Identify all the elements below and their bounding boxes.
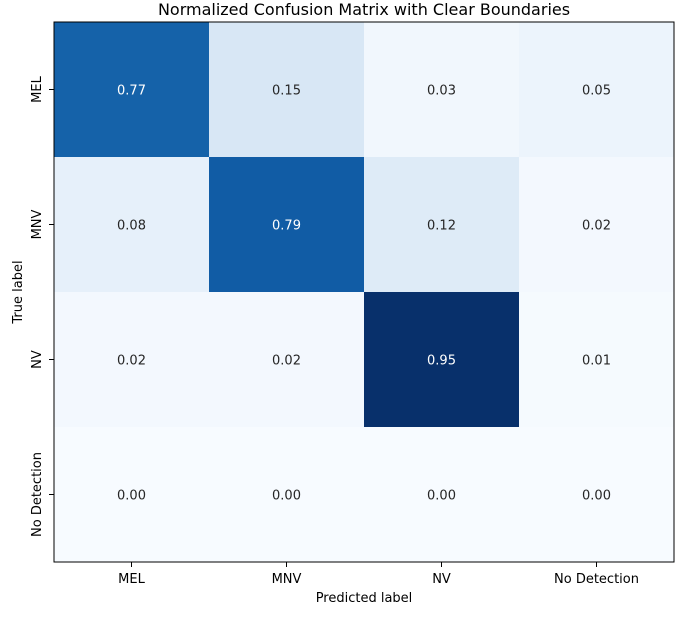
plot-frame xyxy=(53,21,675,563)
x-tick-label: MNV xyxy=(272,572,302,587)
heatmap-cell xyxy=(519,22,675,158)
heatmap-cells xyxy=(54,22,675,563)
y-tick-label: No Detection xyxy=(30,452,45,537)
cell-value-label: 0.05 xyxy=(582,84,611,99)
heatmap-cell xyxy=(54,22,210,158)
cell-value-label: 0.12 xyxy=(427,219,456,234)
heatmap-cell xyxy=(364,427,520,563)
x-tick-label: MEL xyxy=(118,572,145,587)
y-axis: MEL MNV NV No Detection xyxy=(30,75,54,537)
cell-value-label: 0.00 xyxy=(117,489,146,504)
x-axis-label: Predicted label xyxy=(316,591,413,606)
cell-value-label: 0.79 xyxy=(272,219,301,234)
cell-value-label: 0.95 xyxy=(427,354,456,369)
heatmap-cell xyxy=(519,427,675,563)
heatmap-cell xyxy=(54,292,210,428)
cell-value-label: 0.00 xyxy=(427,489,456,504)
y-tick-label: MEL xyxy=(30,75,45,102)
heatmap-cell xyxy=(54,157,210,293)
heatmap-cell xyxy=(519,292,675,428)
cell-value-label: 0.01 xyxy=(582,354,611,369)
heatmap-cell xyxy=(209,427,365,563)
y-tick-label: NV xyxy=(30,350,45,369)
heatmap-cell xyxy=(364,157,520,293)
cell-value-label: 0.00 xyxy=(582,489,611,504)
heatmap-cell xyxy=(364,292,520,428)
cell-value-labels: 0.77 0.15 0.03 0.05 0.08 0.79 0.12 0.02 0.02 0.02… xyxy=(117,84,611,504)
cell-value-label: 0.08 xyxy=(117,219,146,234)
chart-title: Normalized Confusion Matrix with Clear B… xyxy=(158,0,570,19)
cell-value-label: 0.02 xyxy=(582,219,611,234)
x-tick-label: NV xyxy=(432,572,451,587)
heatmap-cell xyxy=(54,427,210,563)
x-axis: MEL MNV NV No Detection xyxy=(118,562,639,587)
heatmap-cell xyxy=(364,22,520,158)
y-tick-label: MNV xyxy=(30,209,45,239)
cell-value-label: 0.15 xyxy=(272,84,301,99)
cell-value-label: 0.77 xyxy=(117,84,146,99)
cell-value-label: 0.03 xyxy=(427,84,456,99)
heatmap-cell xyxy=(519,157,675,293)
y-axis-label: True label xyxy=(11,260,26,324)
cell-value-label: 0.00 xyxy=(272,489,301,504)
heatmap-cell xyxy=(209,22,365,158)
cell-value-label: 0.02 xyxy=(272,354,301,369)
heatmap-cell xyxy=(209,292,365,428)
heatmap-cell xyxy=(209,157,365,293)
x-tick-label: No Detection xyxy=(554,572,639,587)
cell-value-label: 0.02 xyxy=(117,354,146,369)
